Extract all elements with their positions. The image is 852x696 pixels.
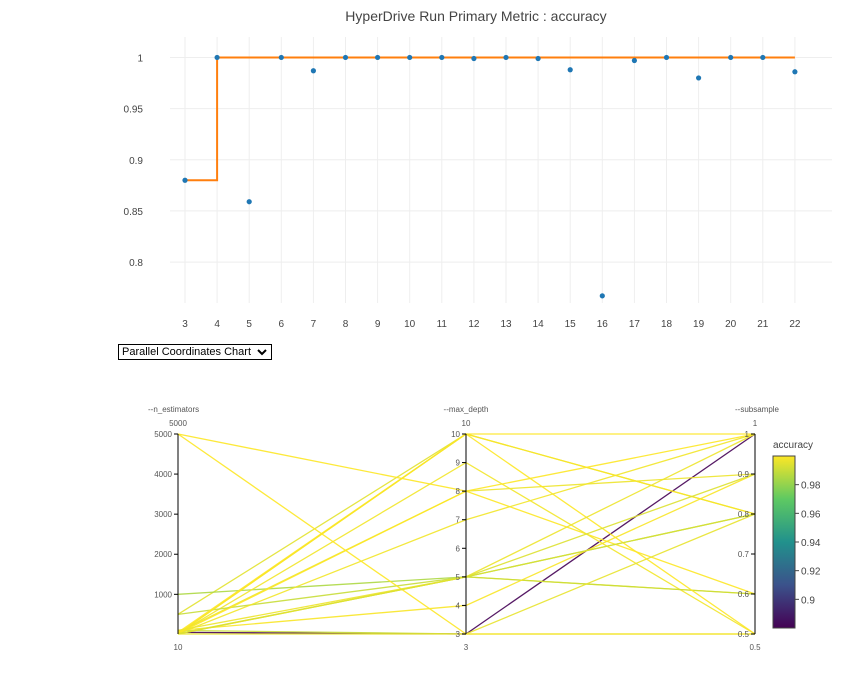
y-axis-ticks: 0.8 0.85 0.9 0.95 1	[124, 53, 144, 269]
parcoords-tick-label: 5000	[154, 430, 172, 439]
run-point[interactable]	[214, 54, 220, 61]
parcoords-tick-label: 1000	[154, 590, 172, 599]
x-tick-label: 3	[182, 319, 188, 330]
run-point[interactable]	[728, 54, 734, 61]
parcoords-axis-bottom-label: 10	[174, 643, 183, 652]
run-point[interactable]	[792, 69, 798, 75]
parcoords-tick-label: 3	[456, 630, 461, 639]
x-tick-label: 9	[375, 319, 381, 330]
parcoords-tick-label: 0.9	[738, 470, 750, 479]
x-tick-label: 16	[597, 319, 609, 330]
parcoords-tick-label: 2000	[154, 550, 172, 559]
colorbar-title: accuracy	[773, 440, 813, 451]
best-metric-step-line	[185, 56, 795, 182]
x-tick-label: 17	[629, 319, 641, 330]
x-tick-label: 11	[437, 319, 448, 330]
run-point[interactable]	[246, 199, 252, 205]
run-point[interactable]	[567, 67, 573, 73]
x-tick-label: 10	[404, 319, 416, 330]
parcoords-axis-bottom-label: 3	[464, 643, 469, 652]
parallel-coordinates-chart: --n_estimators 5000 10 1000 2000 3000 4000 5000…	[148, 405, 821, 652]
y-tick-label: 1	[137, 53, 143, 64]
run-point[interactable]	[375, 54, 381, 61]
run-point[interactable]	[663, 54, 670, 61]
run-point[interactable]	[278, 54, 284, 61]
parcoords-axis-top-label: 10	[462, 419, 471, 428]
parcoords-tick-label: 1	[745, 430, 750, 439]
x-tick-label: 20	[725, 319, 737, 330]
chevron-down-icon	[257, 349, 267, 356]
x-tick-label: 21	[757, 319, 769, 330]
parcoords-tick-label: 5	[456, 573, 461, 582]
run-point[interactable]	[631, 57, 638, 64]
x-tick-label: 15	[565, 319, 577, 330]
chart-type-selected: Parallel Coordinates Chart	[122, 346, 252, 358]
parcoords-tick-label: 0.8	[738, 510, 750, 519]
parcoords-tick-label: 8	[456, 487, 461, 496]
chart-title: HyperDrive Run Primary Metric : accuracy	[345, 8, 606, 24]
parcoords-axes: --n_estimators 5000 10 1000 2000 3000 4000 5000…	[148, 405, 780, 652]
run-point[interactable]	[407, 54, 413, 61]
run-point[interactable]	[310, 68, 316, 74]
x-tick-label: 13	[500, 319, 512, 330]
x-tick-label: 12	[468, 319, 480, 330]
y-tick-label: 0.8	[129, 258, 143, 269]
parcoords-tick-label: 3000	[154, 510, 172, 519]
parcoords-tick-label: 0.6	[738, 590, 750, 599]
parcoords-axis-title[interactable]: --n_estimators	[148, 405, 199, 414]
parcoords-tick-label: 0.7	[738, 550, 750, 559]
primary-metric-chart: HyperDrive Run Primary Metric : accuracy…	[124, 8, 832, 330]
run-point[interactable]	[535, 55, 541, 62]
y-tick-label: 0.85	[124, 207, 144, 218]
parcoords-axis-bottom-label: 0.5	[749, 643, 761, 652]
colorbar-tick-label: 0.96	[801, 509, 821, 520]
parcoords-tick-label: 0.5	[738, 630, 750, 639]
colorbar-gradient	[772, 455, 796, 629]
chart-type-dropdown[interactable]: Parallel Coordinates Chart	[118, 344, 273, 360]
run-points	[182, 54, 798, 299]
parcoords-axis-top-label: 1	[753, 419, 758, 428]
run-point[interactable]	[182, 177, 188, 183]
parcoords-tick-label: 6	[456, 544, 461, 553]
run-point[interactable]	[696, 75, 702, 81]
x-axis-ticks: 3 4 5 6 7 8 9 10 11 12 13 14 15 16 17 18 19 20 21 22	[182, 319, 801, 330]
run-point[interactable]	[439, 54, 445, 61]
x-tick-label: 18	[661, 319, 673, 330]
run-point[interactable]	[599, 293, 605, 299]
x-tick-label: 14	[533, 319, 545, 330]
colorbar-tick-label: 0.94	[801, 538, 821, 549]
parcoords-tick-label: 4000	[154, 470, 172, 479]
best-metric-line	[185, 56, 795, 182]
parcoords-axis-title[interactable]: --max_depth	[444, 405, 489, 414]
y-tick-label: 0.95	[124, 105, 144, 116]
x-tick-label: 5	[246, 319, 252, 330]
parcoords-tick-label: 9	[456, 459, 461, 468]
parcoords-tick-label: 10	[451, 430, 460, 439]
colorbar-tick-label: 0.9	[801, 595, 815, 606]
parcoords-tick-label: 7	[456, 516, 461, 525]
y-tick-label: 0.9	[129, 156, 143, 167]
colorbar-tick-label: 0.98	[801, 481, 821, 492]
colorbar-tick-label: 0.92	[801, 567, 821, 578]
x-tick-label: 6	[279, 319, 285, 330]
x-tick-label: 8	[343, 319, 349, 330]
x-tick-label: 4	[214, 319, 220, 330]
run-point[interactable]	[471, 55, 477, 62]
grid	[170, 37, 832, 303]
x-tick-label: 19	[693, 319, 705, 330]
run-point[interactable]	[342, 54, 349, 61]
parcoords-tick-label: 4	[456, 601, 461, 610]
parcoords-axis-top-label: 5000	[169, 419, 187, 428]
x-tick-label: 7	[311, 319, 317, 330]
parcoords-axis-title[interactable]: --subsample	[735, 405, 780, 414]
x-tick-label: 22	[789, 319, 801, 330]
run-point[interactable]	[503, 54, 509, 61]
run-point[interactable]	[760, 54, 766, 61]
accuracy-colorbar: accuracy 0.9 0.92 0.94 0.96 0.98	[772, 440, 821, 629]
